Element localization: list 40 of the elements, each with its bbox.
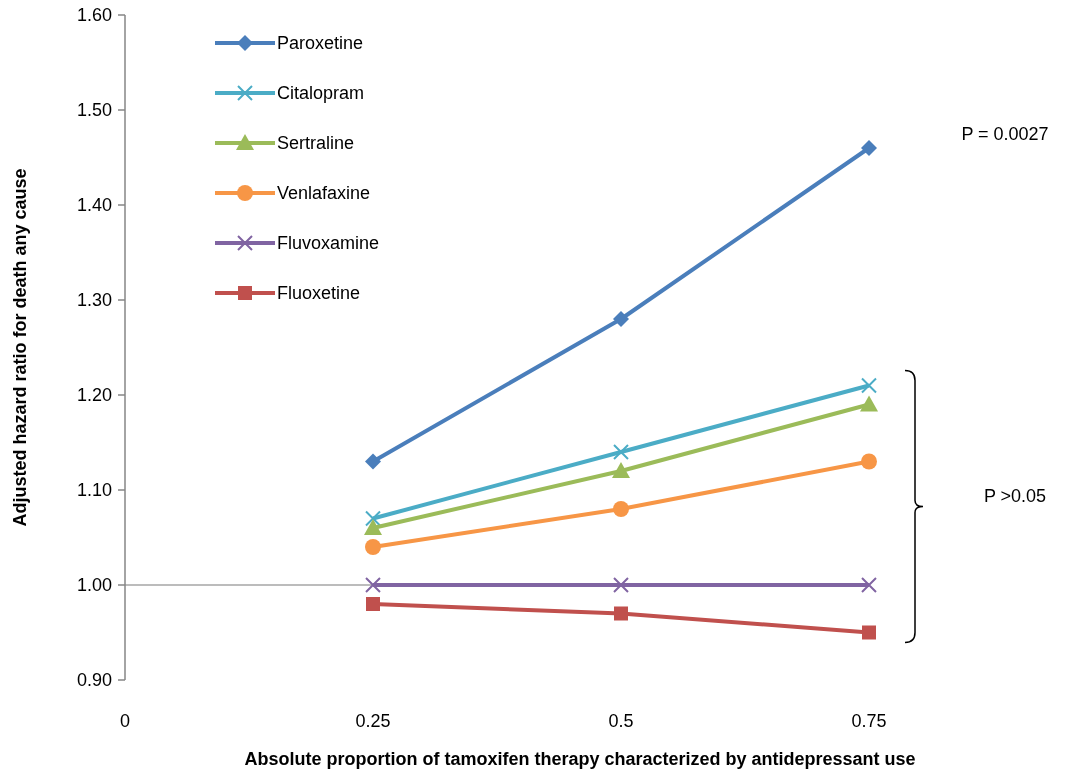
y-tick-label: 1.30 [76, 290, 112, 311]
y-tick-label: 0.90 [76, 670, 112, 691]
point [365, 539, 381, 555]
text: P >0.05 [983, 485, 1047, 506]
y-tick-label: 1.60 [76, 5, 112, 26]
point [861, 377, 877, 394]
point [613, 501, 629, 517]
y-tick-label: 1.10 [76, 480, 112, 501]
legend-label: Fluvoxamine [277, 233, 380, 254]
point [613, 577, 629, 593]
legend-label: Sertraline [277, 133, 355, 154]
point [614, 606, 628, 621]
y-tick-label: 1.40 [76, 195, 112, 216]
legend-label: Citalopram [277, 83, 365, 104]
point [861, 577, 877, 593]
point [613, 444, 629, 460]
point [613, 311, 629, 327]
point [612, 462, 630, 478]
y-tick-label: 1.50 [76, 100, 112, 121]
x-tick-label: 0 [119, 711, 131, 731]
point [364, 519, 382, 535]
y-tick-label: 1.20 [76, 385, 112, 406]
x-tick-label: 0.25 [355, 711, 391, 731]
point [861, 140, 877, 156]
legend-label: Paroxetine [277, 33, 364, 54]
y-axis-title: Adjusted hazard ratio for death any cause [10, 168, 30, 527]
point [862, 625, 876, 640]
legend-label: Fluoxetine [277, 283, 361, 304]
point [365, 510, 381, 527]
x-tick-label: 0.5 [608, 711, 634, 731]
point [366, 597, 380, 611]
point [861, 453, 877, 470]
point [365, 453, 381, 470]
point [365, 577, 381, 593]
point [860, 395, 878, 412]
text: P = 0.0027 [961, 124, 1049, 144]
x-tick-label: 0.75 [851, 711, 887, 731]
x-axis-title: Absolute proportion of tamoxifen therapy characterized by antidepressant use [244, 749, 916, 769]
y-tick-label: 1.00 [76, 575, 112, 596]
legend-label: Venlafaxine [277, 183, 371, 204]
